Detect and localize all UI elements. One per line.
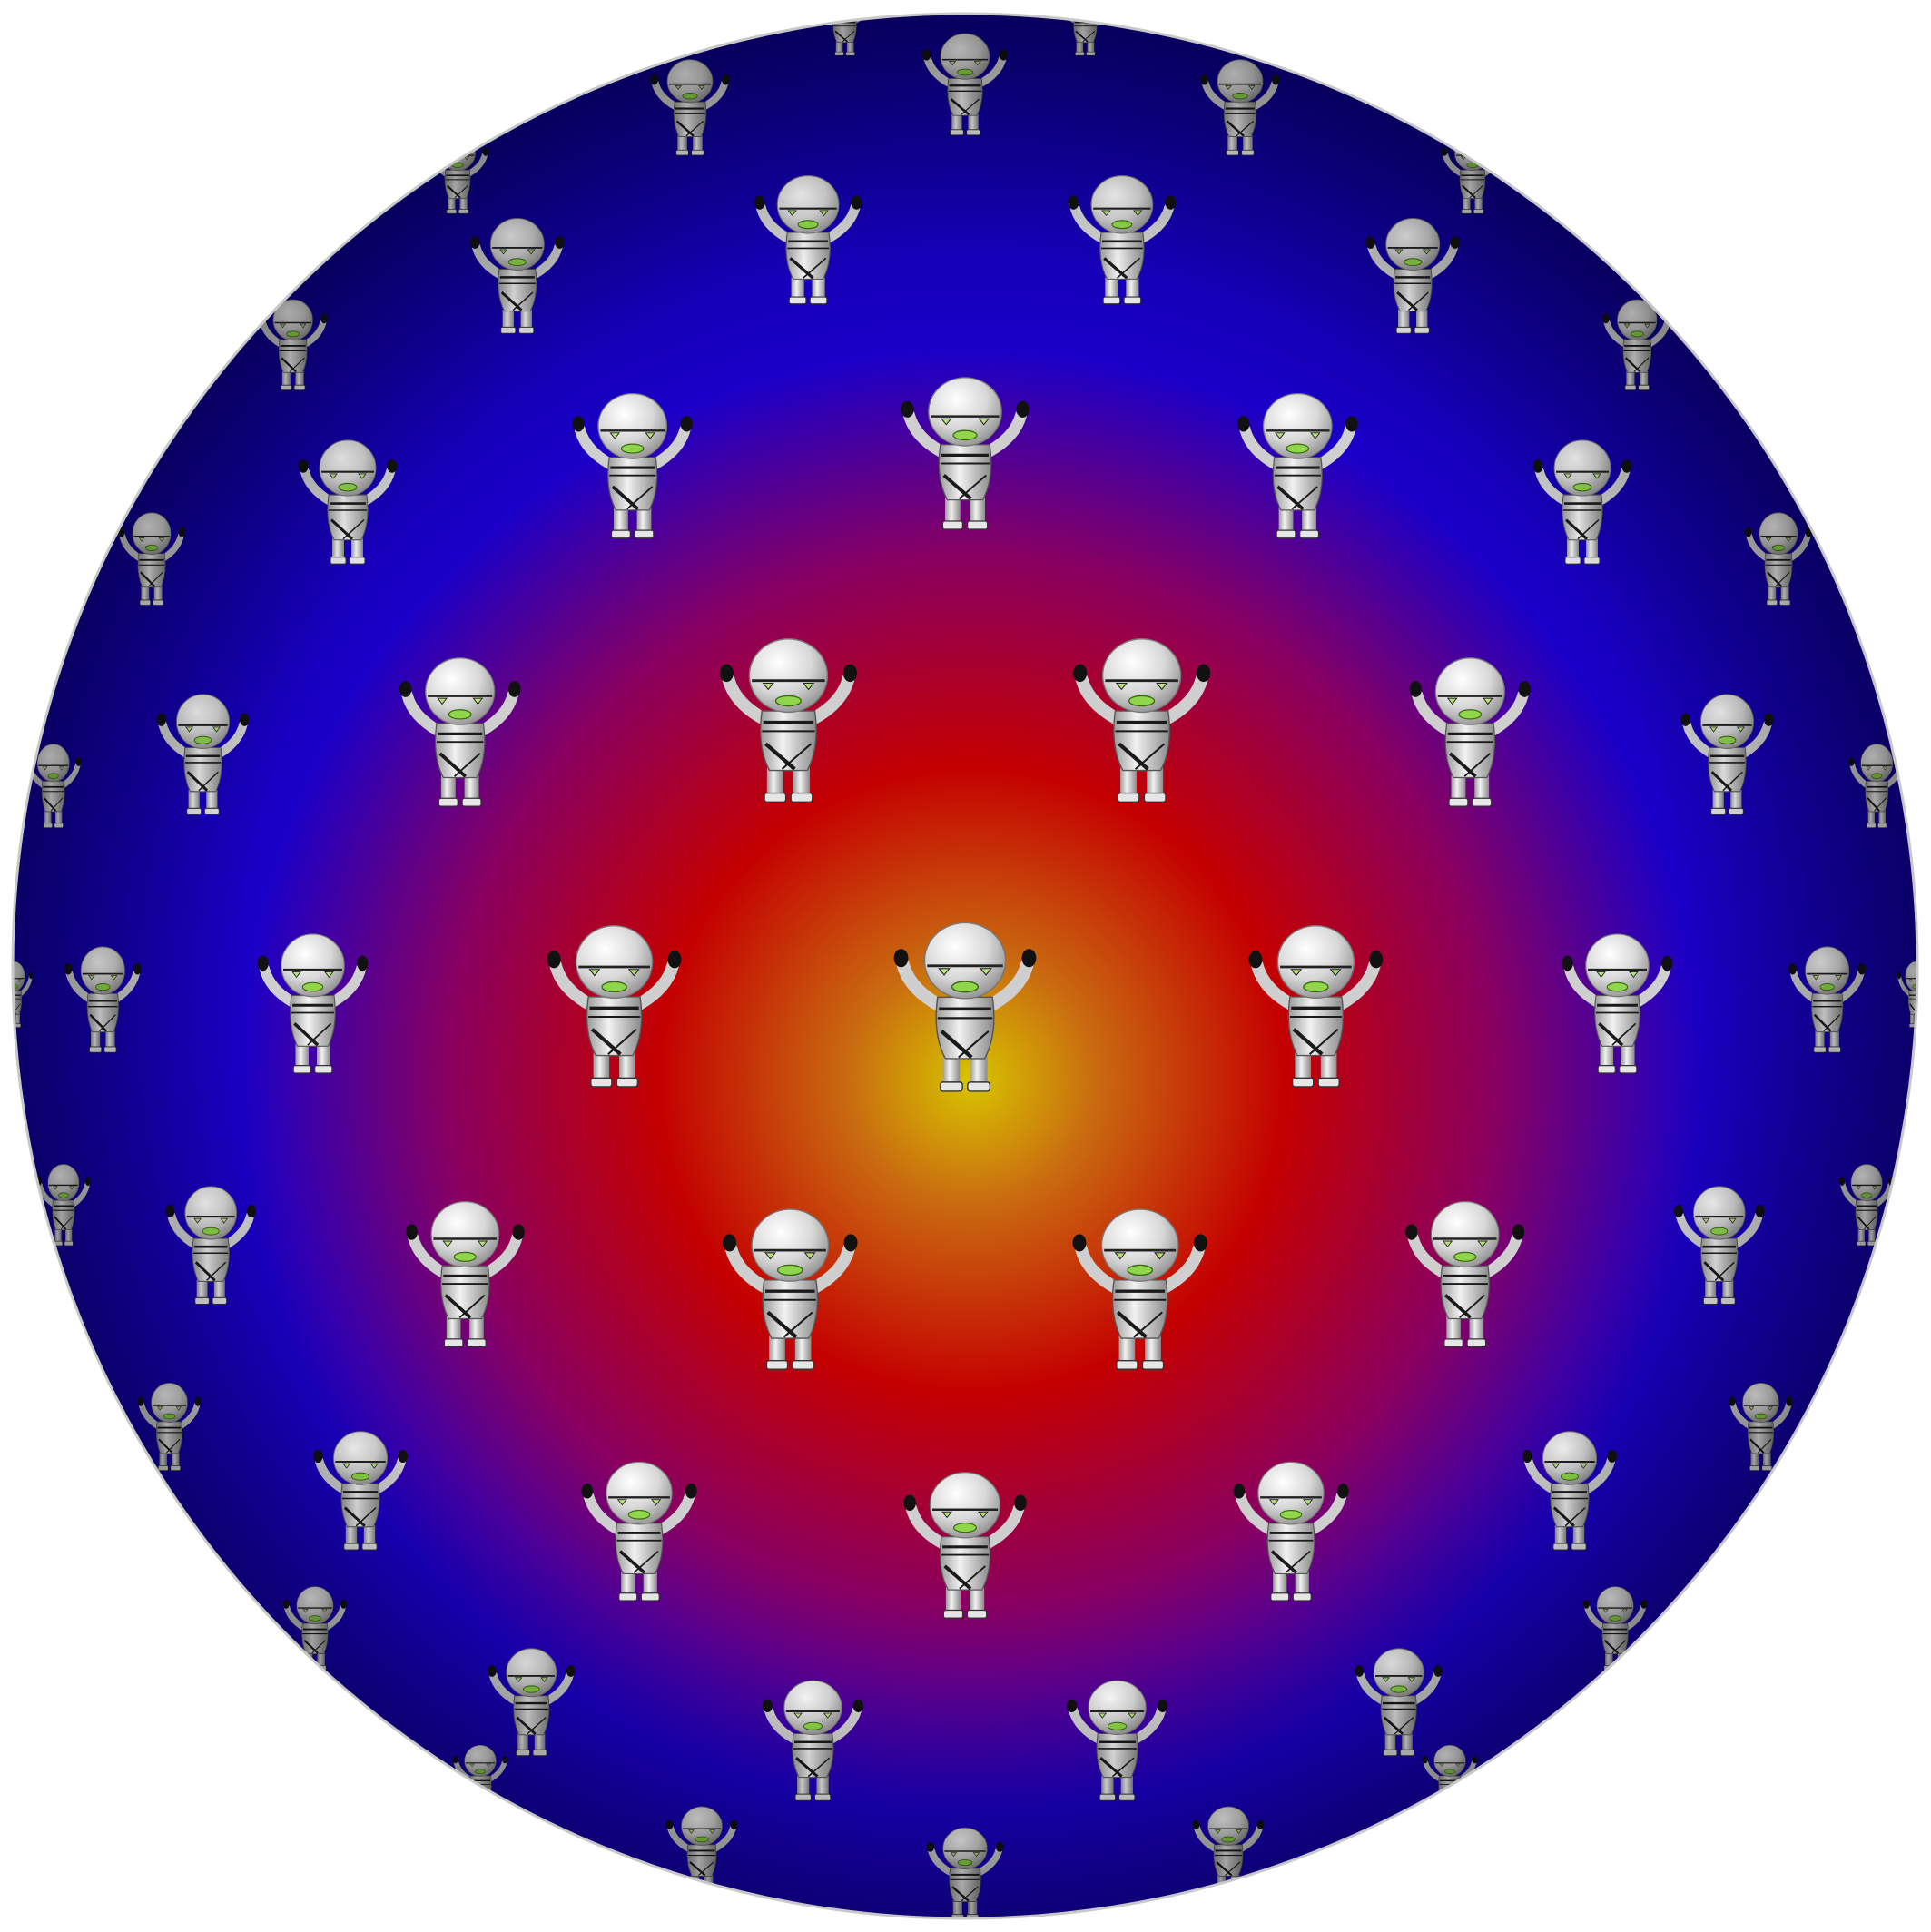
sphere-rim <box>11 12 1919 1920</box>
